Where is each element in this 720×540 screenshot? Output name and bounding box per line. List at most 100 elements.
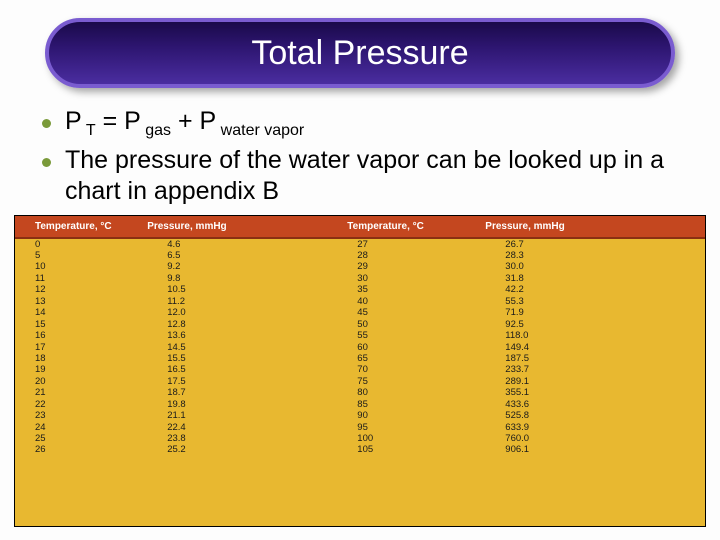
col-header-temp1: Temperature, °C (15, 216, 139, 238)
table-cell: 289.1 (477, 376, 705, 387)
table-cell: 23 (15, 411, 139, 422)
table-cell: 6.5 (139, 250, 339, 261)
eq-plus: + P (171, 107, 216, 135)
table-cell: 65 (339, 353, 477, 364)
table-cell: 90 (339, 411, 477, 422)
table-cell: 28 (339, 250, 477, 261)
table-row: 2321.190525.8 (15, 411, 705, 422)
eq-eq: = P (96, 107, 141, 135)
table-row: 1613.655118.0 (15, 331, 705, 342)
table-cell: 95 (339, 422, 477, 433)
table-cell: 9.8 (139, 273, 339, 284)
table-cell: 22 (15, 399, 139, 410)
table-row: 2219.885433.6 (15, 399, 705, 410)
table-cell: 25 (15, 433, 139, 444)
table-cell: 21.1 (139, 411, 339, 422)
table-cell: 10 (15, 262, 139, 273)
table-cell: 4.6 (139, 238, 339, 250)
eq-sub-gas: gas (141, 122, 171, 139)
table-cell: 26 (15, 445, 139, 456)
table-cell: 14.5 (139, 342, 339, 353)
col-header-temp2: Temperature, °C (339, 216, 477, 238)
table-row: 56.52828.3 (15, 250, 705, 261)
table-cell: 433.6 (477, 399, 705, 410)
bullet-text-1: P T = P gas + P water vapor (65, 106, 304, 141)
table-cell: 28.3 (477, 250, 705, 261)
table-cell: 105 (339, 445, 477, 456)
table-header: Temperature, °C Pressure, mmHg Temperatu… (15, 216, 705, 238)
table-row: 2422.495633.9 (15, 422, 705, 433)
table-cell: 60 (339, 342, 477, 353)
slide-title: Total Pressure (251, 34, 468, 73)
title-pill: Total Pressure (45, 18, 675, 88)
eq-sub-t: T (82, 122, 96, 139)
table-cell: 18.7 (139, 388, 339, 399)
table-cell: 187.5 (477, 353, 705, 364)
table-cell: 12 (15, 285, 139, 296)
table-cell: 13 (15, 296, 139, 307)
table-row: 1412.04571.9 (15, 308, 705, 319)
table-cell: 26.7 (477, 238, 705, 250)
table-cell: 12.8 (139, 319, 339, 330)
bullet-item-2: The pressure of the water vapor can be l… (42, 145, 678, 208)
table-row: 119.83031.8 (15, 273, 705, 284)
table-row: 2523.8100760.0 (15, 433, 705, 444)
table-cell: 71.9 (477, 308, 705, 319)
table-cell: 15.5 (139, 353, 339, 364)
table-cell: 80 (339, 388, 477, 399)
eq-p: P (65, 107, 82, 135)
table-cell: 23.8 (139, 433, 339, 444)
table-cell: 12.0 (139, 308, 339, 319)
table-row: 1815.565187.5 (15, 353, 705, 364)
eq-sub-wv: water vapor (216, 122, 304, 139)
table-cell: 21 (15, 388, 139, 399)
table-cell: 0 (15, 238, 139, 250)
table-cell: 233.7 (477, 365, 705, 376)
table-row: 04.62726.7 (15, 238, 705, 250)
table-cell: 42.2 (477, 285, 705, 296)
table-cell: 22.4 (139, 422, 339, 433)
table-cell: 55 (339, 331, 477, 342)
table-cell: 40 (339, 296, 477, 307)
table-cell: 9.2 (139, 262, 339, 273)
table-cell: 70 (339, 365, 477, 376)
table-cell: 760.0 (477, 433, 705, 444)
bullet-list: P T = P gas + P water vapor The pressure… (42, 106, 678, 212)
table-cell: 55.3 (477, 296, 705, 307)
table-cell: 85 (339, 399, 477, 410)
col-header-press2: Pressure, mmHg (477, 216, 705, 238)
table-cell: 633.9 (477, 422, 705, 433)
table-cell: 16 (15, 331, 139, 342)
table-row: 109.22930.0 (15, 262, 705, 273)
table-cell: 31.8 (477, 273, 705, 284)
table-cell: 16.5 (139, 365, 339, 376)
table-row: 1916.570233.7 (15, 365, 705, 376)
table-cell: 30.0 (477, 262, 705, 273)
table-row: 2625.2105906.1 (15, 445, 705, 456)
table-cell: 45 (339, 308, 477, 319)
table-cell: 20 (15, 376, 139, 387)
table-cell: 50 (339, 319, 477, 330)
table-cell: 14 (15, 308, 139, 319)
table-cell: 18 (15, 353, 139, 364)
table-cell: 19 (15, 365, 139, 376)
table-cell: 355.1 (477, 388, 705, 399)
table-body: 04.62726.756.52828.3109.22930.0119.83031… (15, 238, 705, 456)
table-cell: 13.6 (139, 331, 339, 342)
table-row: 1714.560149.4 (15, 342, 705, 353)
table-cell: 149.4 (477, 342, 705, 353)
table-cell: 10.5 (139, 285, 339, 296)
table-cell: 17 (15, 342, 139, 353)
table-cell: 27 (339, 238, 477, 250)
table-cell: 92.5 (477, 319, 705, 330)
table-cell: 19.8 (139, 399, 339, 410)
table-row: 1512.85092.5 (15, 319, 705, 330)
table-row: 1210.53542.2 (15, 285, 705, 296)
bullet-dot-icon (42, 158, 51, 167)
table-cell: 25.2 (139, 445, 339, 456)
table-cell: 35 (339, 285, 477, 296)
table-cell: 17.5 (139, 376, 339, 387)
table-cell: 15 (15, 319, 139, 330)
vapor-pressure-table: Temperature, °C Pressure, mmHg Temperatu… (15, 216, 705, 456)
vapor-pressure-table-wrap: Temperature, °C Pressure, mmHg Temperatu… (14, 215, 706, 527)
